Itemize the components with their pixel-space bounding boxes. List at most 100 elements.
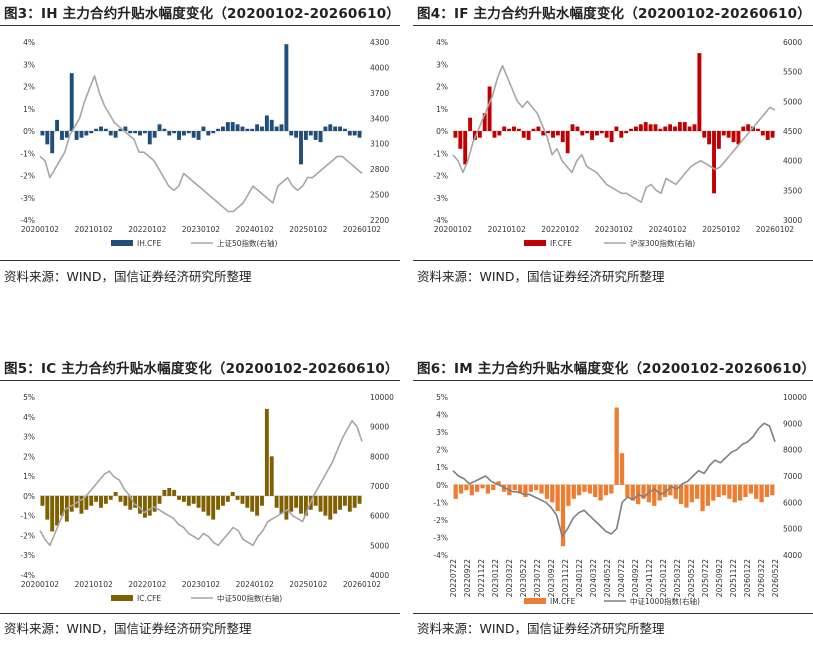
premium-bar — [294, 131, 299, 138]
x-tick-label: 20220102 — [128, 225, 166, 234]
premium-bar — [700, 484, 705, 512]
premium-bar — [152, 131, 157, 138]
title-rule — [0, 25, 400, 26]
y-right-tick-label: 10000 — [783, 393, 807, 402]
x-tick-label: 20220922 — [463, 559, 472, 597]
x-tick-label: 20240102 — [236, 580, 274, 589]
premium-bar — [123, 126, 128, 131]
chart-plot: 5% 4% 3% 2% 1% 0% -1% -2% -3% -4% 10000 9000 8000 700… — [20, 393, 394, 603]
y-right-tick-label: 10000 — [370, 393, 394, 402]
y-right-tick-label: 4300 — [370, 38, 389, 47]
y-left-tick-label: 2% — [436, 83, 448, 92]
y-left-tick-label: -1% — [433, 149, 448, 158]
source-note: 资料来源：WIND，国信证券经济研究所整理 — [417, 269, 665, 284]
x-tick-label: 20240122 — [575, 559, 584, 597]
y-left-tick-label: 3% — [23, 60, 35, 69]
premium-bar — [230, 122, 235, 131]
premium-bar — [507, 128, 512, 131]
premium-bar — [211, 131, 216, 134]
premium-bar — [147, 131, 152, 145]
premium-bar — [284, 44, 289, 131]
premium-bar — [711, 484, 716, 501]
premium-bar — [646, 484, 652, 503]
premium-bar — [206, 495, 211, 516]
premium-bar — [133, 131, 138, 134]
premium-bar — [235, 124, 240, 131]
premium-bar — [755, 128, 760, 131]
premium-bar — [40, 495, 45, 506]
y-left-tick-label: 0% — [436, 127, 448, 136]
premium-bar — [731, 131, 736, 143]
premium-bar — [653, 124, 658, 131]
premium-bar — [162, 489, 167, 496]
x-tick-label: 20210102 — [75, 580, 113, 589]
premium-bar — [274, 495, 279, 508]
source-rule — [0, 613, 400, 614]
premium-bar — [475, 484, 480, 492]
premium-bar — [177, 131, 181, 140]
premium-bar — [79, 495, 84, 514]
premium-bar — [50, 495, 55, 532]
x-tick-label: 20230722 — [533, 559, 542, 597]
premium-bar — [458, 484, 464, 494]
premium-bar — [575, 126, 580, 131]
premium-bar — [770, 131, 775, 138]
premium-bar — [677, 122, 682, 131]
premium-bar — [240, 495, 245, 504]
premium-bar — [521, 131, 526, 138]
premium-bar — [662, 484, 668, 498]
premium-bar — [593, 484, 598, 498]
y-left-tick-label: -2% — [20, 531, 35, 540]
y-right-tick-label: 4000 — [783, 157, 802, 166]
premium-bar — [453, 131, 458, 138]
premium-bar — [668, 124, 673, 131]
premium-bar — [347, 495, 352, 512]
premium-bar — [736, 131, 741, 145]
source-rule — [413, 613, 813, 614]
premium-bar — [658, 128, 663, 131]
premium-bar — [705, 484, 711, 506]
premium-bar — [142, 131, 147, 134]
premium-bar — [619, 131, 624, 138]
premium-bar — [536, 126, 541, 131]
premium-bar — [55, 495, 60, 526]
legend-label: 中证500指数(右轴) — [217, 593, 282, 603]
y-left-tick-label: 1% — [436, 463, 448, 472]
premium-bar — [235, 495, 240, 500]
premium-bar — [697, 53, 702, 131]
premium-bar — [638, 124, 643, 131]
y-right-tick-label: 5000 — [783, 525, 802, 534]
premium-bar — [113, 491, 118, 496]
x-tick-label: 20220722 — [449, 559, 458, 597]
y-left-tick-label: 4% — [436, 38, 448, 47]
premium-bar — [55, 119, 60, 131]
x-tick-label: 20250322 — [673, 559, 682, 597]
source-note: 资料来源：WIND，国信证券经济研究所整理 — [4, 621, 252, 636]
y-right-tick-label: 3500 — [783, 186, 802, 195]
premium-bar — [69, 495, 74, 512]
premium-bar — [108, 131, 113, 136]
premium-bar — [531, 128, 536, 131]
premium-bar — [641, 484, 646, 499]
x-tick-label: 20250722 — [701, 559, 710, 597]
premium-bar — [357, 495, 362, 504]
index-line — [39, 75, 363, 213]
y-right-tick-label: 3000 — [783, 216, 802, 225]
premium-bar — [89, 131, 94, 134]
x-tick-label: 20250922 — [715, 559, 724, 597]
premium-bar — [191, 131, 196, 138]
premium-bar — [60, 131, 64, 140]
premium-bar — [152, 495, 157, 512]
premium-bar — [678, 484, 684, 505]
y-right-tick-label: 5000 — [370, 541, 389, 550]
premium-bar — [313, 495, 318, 506]
y-right-tick-label: 4500 — [783, 127, 802, 136]
premium-bar — [580, 131, 585, 136]
premium-bar — [599, 131, 604, 134]
premium-bar — [211, 495, 216, 520]
premium-bar — [748, 484, 753, 494]
y-right-tick-label: 2500 — [370, 191, 389, 200]
y-left-tick-label: 1% — [23, 105, 35, 114]
premium-bar — [502, 126, 507, 131]
x-tick-label: 20250522 — [687, 559, 696, 597]
